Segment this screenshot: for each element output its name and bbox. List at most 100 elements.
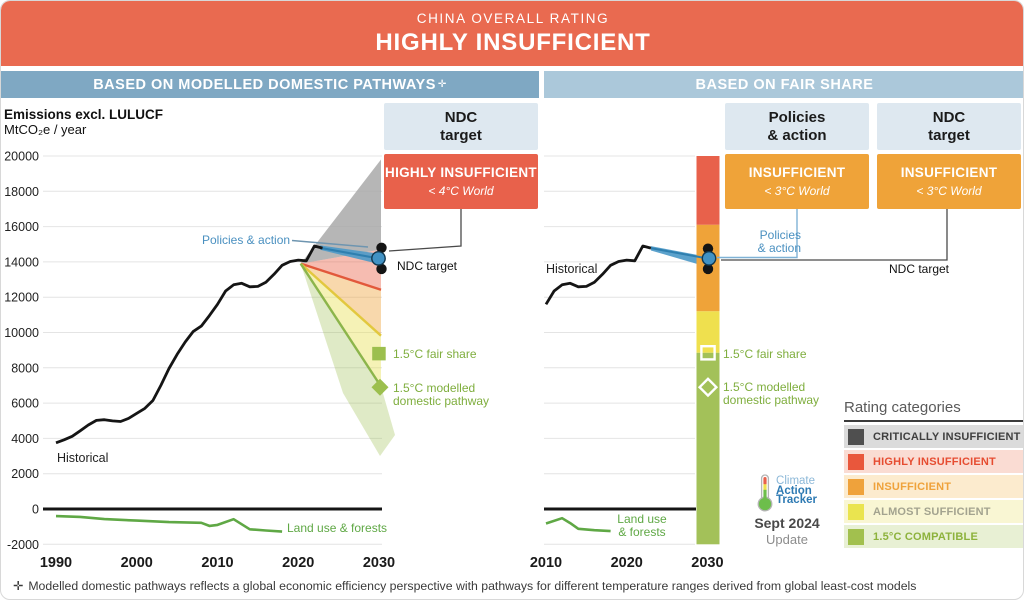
fan-line-green xyxy=(299,263,383,388)
y-tick-label: 0 xyxy=(32,503,39,517)
fan-line-red xyxy=(300,262,382,291)
ndc-target-connector-left xyxy=(388,209,462,252)
ndc-dot-high-left xyxy=(376,242,387,253)
x-tick-label-right: 2030 xyxy=(691,555,723,571)
logo-word-climate: Climate xyxy=(776,475,816,487)
policies-action-column-header: Policies & action xyxy=(725,103,869,150)
ndc-dot-low-right xyxy=(702,263,714,275)
fair-share-label-right: 1.5°C fair share xyxy=(723,347,807,361)
panel-header-right-label: BASED ON FAIR SHARE xyxy=(695,76,874,93)
legend-swatch xyxy=(848,428,864,445)
legend-item-label: ALMOST SUFFICIENT xyxy=(873,505,991,518)
fan-line-yellow xyxy=(299,262,382,337)
fan-wedge-critically-insufficient xyxy=(300,159,381,264)
ndc-target-label-right: NDC target xyxy=(889,262,950,276)
rating-label: INSUFFICIENT xyxy=(748,165,846,180)
legend-swatch xyxy=(848,503,864,520)
ndc-target-connector-right xyxy=(721,209,948,261)
fair-share-marker-right xyxy=(700,344,716,361)
rating-label: HIGHLY INSUFFICIENT xyxy=(385,165,537,180)
land-use-line2: & forests xyxy=(618,525,666,540)
legend-item-15c-compatible: 1.5°C COMPATIBLE xyxy=(844,525,1023,548)
legend-item-label: CRITICALLY INSUFFICIENT xyxy=(873,430,1021,443)
footnote-cross-icon: ✛ xyxy=(437,79,447,90)
panel-header-modelled-domestic-pathways: BASED ON MODELLED DOMESTIC PATHWAYS ✛ xyxy=(1,71,539,98)
legend-item-highly-insufficient: HIGHLY INSUFFICIENT xyxy=(844,450,1023,473)
historical-line-right xyxy=(544,244,652,306)
panel-header-fair-share: BASED ON FAIR SHARE xyxy=(544,71,1023,98)
ndc-dot-low-left xyxy=(376,263,387,275)
rating-categories-legend: Rating categories CRITICALLY INSUFFICIEN… xyxy=(844,399,1023,548)
policies-line2: & action xyxy=(757,241,801,256)
policies-action-line-right xyxy=(650,247,708,260)
thermometer-icon xyxy=(757,474,773,512)
box-title-line: target xyxy=(440,126,482,144)
ndc-target-column-header-right: NDC target xyxy=(877,103,1021,150)
logo-word-action: Action xyxy=(776,484,812,497)
legend-swatch xyxy=(848,478,864,495)
box-title-line: NDC xyxy=(444,108,478,126)
rating-bar-segment xyxy=(696,311,720,353)
climate-action-tracker-logo: Climate Action Tracker Sept 2024 Update xyxy=(745,474,829,547)
y-tick-label: 12000 xyxy=(4,291,39,305)
y-tick-label: 4000 xyxy=(11,432,39,446)
footnote: ✛ Modelled domestic pathways reflects a g… xyxy=(13,579,1017,593)
x-tick-label-left: 2000 xyxy=(121,555,153,571)
policies-action-connector-left xyxy=(291,239,369,248)
x-tick-label-left: 1990 xyxy=(40,555,72,571)
land-use-line-left xyxy=(55,514,283,533)
legend-swatch xyxy=(848,528,864,545)
y-axis-title: Emissions excl. LULUCF xyxy=(4,107,164,122)
legend-title: Rating categories xyxy=(844,399,961,416)
fan-wedge-15c-compatible xyxy=(300,263,395,456)
policies-action-line-left xyxy=(319,246,379,260)
rating-bar-segment xyxy=(696,352,720,545)
panel-header-left-label: BASED ON MODELLED DOMESTIC PATHWAYS xyxy=(93,76,436,93)
land-use-label-right: Land use & forests xyxy=(613,512,671,540)
legend-item-insufficient: INSUFFICIENT xyxy=(844,475,1023,498)
historical-label-right: Historical xyxy=(546,262,598,276)
y-tick-label: -2000 xyxy=(7,538,39,552)
banner-overall-rating: HIGHLY INSUFFICIENT xyxy=(375,28,651,56)
policies-action-label-right: Policies & action xyxy=(727,228,801,256)
y-tick-label: 10000 xyxy=(4,326,39,340)
footnote-text: Modelled domestic pathways reflects a gl… xyxy=(28,579,917,593)
x-tick-label-left: 2020 xyxy=(282,555,314,571)
y-axis-unit: MtCO₂e / year xyxy=(4,122,87,137)
box-title-line: NDC xyxy=(932,108,966,126)
y-tick-label: 16000 xyxy=(4,220,39,234)
ndc-target-label-left: NDC target xyxy=(397,259,458,273)
rating-label: INSUFFICIENT xyxy=(900,165,998,180)
fair-share-marker-left xyxy=(372,346,386,361)
modelled-pathway-line1: 1.5°C modelled xyxy=(723,380,806,394)
y-tick-label: 14000 xyxy=(4,255,39,269)
legend-swatch xyxy=(848,453,864,470)
ndc-target-column-header-left: NDC target xyxy=(384,103,538,150)
ndc-target-rating-left: HIGHLY INSUFFICIENT < 4°C World xyxy=(384,154,538,209)
update-word: Update xyxy=(766,532,808,547)
rating-temperature: < 3°C World xyxy=(764,184,830,198)
rating-temperature: < 4°C World xyxy=(428,184,494,198)
policies-action-rating: INSUFFICIENT < 3°C World xyxy=(725,154,869,209)
modelled-pathway-line2: domestic pathway xyxy=(393,394,490,409)
land-use-label-left: Land use & forests xyxy=(287,521,388,535)
modelled-pathway-label-right: 1.5°C modelled domestic pathway xyxy=(723,380,833,408)
historical-label-left: Historical xyxy=(57,451,109,465)
policies-action-connector-right xyxy=(717,209,798,259)
modelled-pathway-line1: 1.5°C modelled xyxy=(393,381,476,395)
x-tick-label-left: 2030 xyxy=(363,555,395,571)
overall-rating-banner: CHINA OVERALL RATING HIGHLY INSUFFICIENT xyxy=(1,1,1023,66)
ndc-target-rating-right: INSUFFICIENT < 3°C World xyxy=(877,154,1021,209)
x-tick-label-right: 2020 xyxy=(611,555,643,571)
y-tick-label: 8000 xyxy=(11,361,39,375)
land-use-line-right xyxy=(545,516,611,533)
policies-action-dot-left xyxy=(371,250,386,266)
policies-line1: Policies xyxy=(759,228,801,242)
modelled-pathway-marker-right xyxy=(697,377,719,398)
update-date: Sept 2024 xyxy=(754,515,820,531)
rating-temperature: < 3°C World xyxy=(916,184,982,198)
y-tick-label: 18000 xyxy=(4,185,39,199)
legend-item-critically-insufficient: CRITICALLY INSUFFICIENT xyxy=(844,425,1023,448)
legend-item-label: INSUFFICIENT xyxy=(873,480,952,493)
legend-item-label: 1.5°C COMPATIBLE xyxy=(873,530,978,543)
